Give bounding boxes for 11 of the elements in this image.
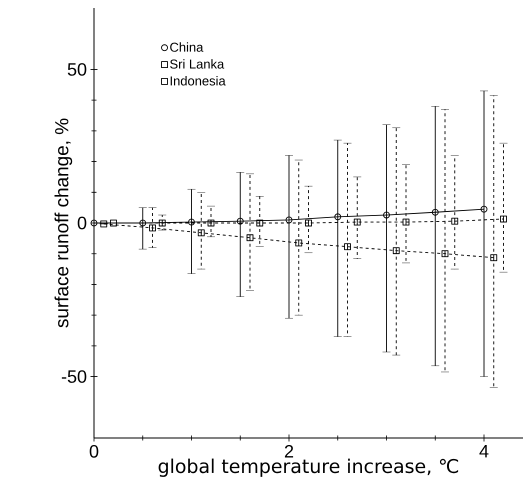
y-axis-title: surface runoff change, % <box>54 118 72 328</box>
y-tick-label: 50 <box>68 63 86 76</box>
x-tick-label: 0 <box>90 444 98 458</box>
legend-label: Indonesia <box>170 76 226 86</box>
x-tick-label: 2 <box>284 444 294 458</box>
legend-label: China <box>170 42 204 52</box>
legend-label: Sri Lanka <box>170 59 224 69</box>
y-tick-label: 0 <box>78 216 86 230</box>
x-tick-label: 4 <box>479 445 488 458</box>
x-axis-title: global temperature increase, ℃ <box>158 458 458 477</box>
y-tick-label: -50 <box>62 370 86 383</box>
